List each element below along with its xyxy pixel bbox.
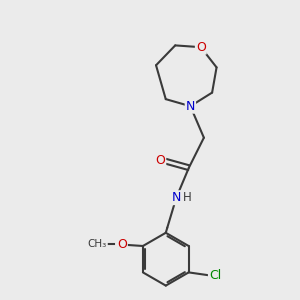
Text: O: O (196, 41, 206, 54)
Text: N: N (172, 191, 181, 204)
Text: Cl: Cl (209, 269, 221, 282)
Text: N: N (186, 100, 195, 113)
Text: CH₃: CH₃ (88, 239, 107, 250)
Text: O: O (155, 154, 165, 167)
Text: O: O (117, 238, 127, 251)
Text: H: H (183, 191, 192, 204)
